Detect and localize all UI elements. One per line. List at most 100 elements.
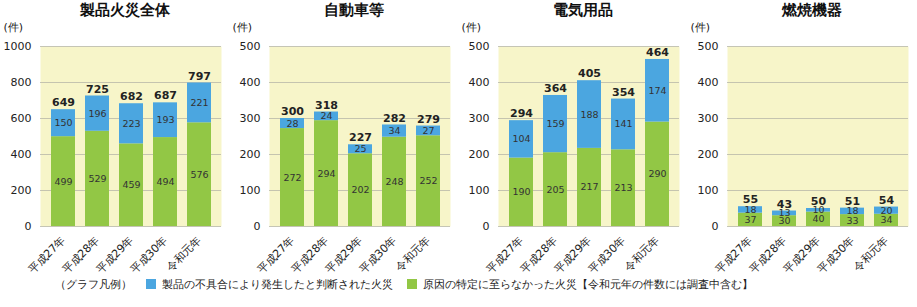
svg-text:400: 400 [469,76,490,89]
svg-text:104: 104 [512,133,530,144]
svg-text:13: 13 [778,207,791,219]
svg-text:687: 687 [154,89,177,102]
svg-text:33: 33 [846,214,859,226]
svg-text:529: 529 [88,173,106,184]
svg-text:200: 200 [469,148,490,161]
html-text:電気用品: 電気用品 [552,1,613,19]
svg-text:217: 217 [580,181,598,192]
svg-text:213: 213 [614,182,632,193]
html-text:製品火災全体: 製品火災全体 [79,1,170,19]
svg-text:150: 150 [54,117,72,128]
svg-text:25: 25 [354,143,366,154]
svg-text:272: 272 [283,172,301,183]
svg-text:221: 221 [190,97,208,108]
svg-text:294: 294 [510,107,533,120]
svg-text:141: 141 [614,118,632,129]
svg-text:54: 54 [879,194,895,207]
svg-text:600: 600 [11,112,32,125]
svg-text:100: 100 [469,184,490,197]
svg-text:43: 43 [777,198,792,211]
svg-text:499: 499 [54,176,72,187]
html-text:自動車等: 自動車等 [323,1,384,19]
svg-text:725: 725 [86,83,109,96]
svg-text:248: 248 [385,176,403,187]
svg-text:300: 300 [698,112,719,125]
svg-text:282: 282 [383,112,406,125]
svg-text:800: 800 [11,76,32,89]
svg-text:令和元年: 令和元年 [393,234,433,272]
svg-text:0: 0 [25,220,32,233]
svg-text:10: 10 [812,204,825,216]
svg-text:500: 500 [240,40,261,53]
svg-text:354: 354 [612,86,635,99]
svg-text:平成30年: 平成30年 [586,234,628,272]
svg-text:51: 51 [845,195,860,208]
svg-text:(件): (件) [4,21,24,34]
svg-text:200: 200 [240,148,261,161]
svg-text:318: 318 [315,99,338,112]
svg-text:400: 400 [240,76,261,89]
html-text:（グラフ凡例）: （グラフ凡例） [55,277,132,291]
svg-text:平成30年: 平成30年 [815,234,857,272]
html-text:原因の特定に至らなかった火災【令和元年の件数には調査中含む】: 原因の特定に至らなかった火災【令和元年の件数には調査中含む】 [423,277,753,291]
svg-text:300: 300 [281,105,304,118]
svg-text:364: 364 [544,82,567,95]
svg-text:159: 159 [546,118,564,129]
svg-text:50: 50 [811,195,827,208]
svg-text:190: 190 [512,186,530,197]
svg-text:(件): (件) [233,21,253,34]
svg-text:682: 682 [120,90,143,103]
svg-text:27: 27 [422,125,434,136]
svg-text:459: 459 [122,179,140,190]
svg-text:0: 0 [712,220,719,233]
svg-text:37: 37 [744,214,756,225]
svg-text:649: 649 [52,96,75,109]
svg-text:227: 227 [349,131,372,144]
svg-text:30: 30 [778,215,791,227]
svg-text:24: 24 [320,110,332,121]
svg-text:令和元年: 令和元年 [622,234,662,272]
svg-text:100: 100 [698,184,719,197]
svg-text:193: 193 [156,114,174,125]
svg-text:0: 0 [254,220,261,233]
svg-text:1000: 1000 [4,40,32,53]
svg-text:34: 34 [880,214,892,225]
svg-text:405: 405 [578,67,601,80]
svg-text:(件): (件) [691,21,711,34]
svg-text:平成30年: 平成30年 [357,234,399,272]
svg-text:300: 300 [240,112,261,125]
svg-text:300: 300 [469,112,490,125]
svg-text:294: 294 [317,168,335,179]
svg-text:100: 100 [240,184,261,197]
svg-text:34: 34 [388,125,400,136]
svg-text:797: 797 [188,70,211,83]
svg-text:平成30年: 平成30年 [128,234,170,272]
svg-text:200: 200 [698,148,719,161]
svg-text:(件): (件) [462,21,482,34]
svg-text:500: 500 [698,40,719,53]
svg-text:576: 576 [190,169,208,180]
svg-text:400: 400 [698,76,719,89]
svg-text:令和元年: 令和元年 [164,234,204,272]
svg-text:200: 200 [11,184,32,197]
svg-text:196: 196 [88,108,106,119]
svg-text:0: 0 [483,220,490,233]
svg-text:500: 500 [469,40,490,53]
svg-text:400: 400 [11,148,32,161]
svg-text:252: 252 [419,175,437,186]
svg-text:188: 188 [580,109,598,120]
svg-text:290: 290 [648,168,666,179]
html-text:製品の不具合により発生したと判断された火災: 製品の不具合により発生したと判断された火災 [162,277,393,291]
svg-text:279: 279 [417,113,440,126]
svg-text:464: 464 [646,46,669,59]
svg-text:令和元年: 令和元年 [851,234,891,272]
svg-text:28: 28 [286,118,298,129]
svg-text:55: 55 [743,193,758,206]
svg-text:202: 202 [351,184,369,195]
html-text:燃焼機器: 燃焼機器 [781,1,842,19]
svg-text:174: 174 [648,85,666,96]
svg-text:205: 205 [546,184,564,195]
svg-text:494: 494 [156,176,174,187]
svg-text:223: 223 [122,118,140,129]
svg-text:40: 40 [812,213,825,225]
